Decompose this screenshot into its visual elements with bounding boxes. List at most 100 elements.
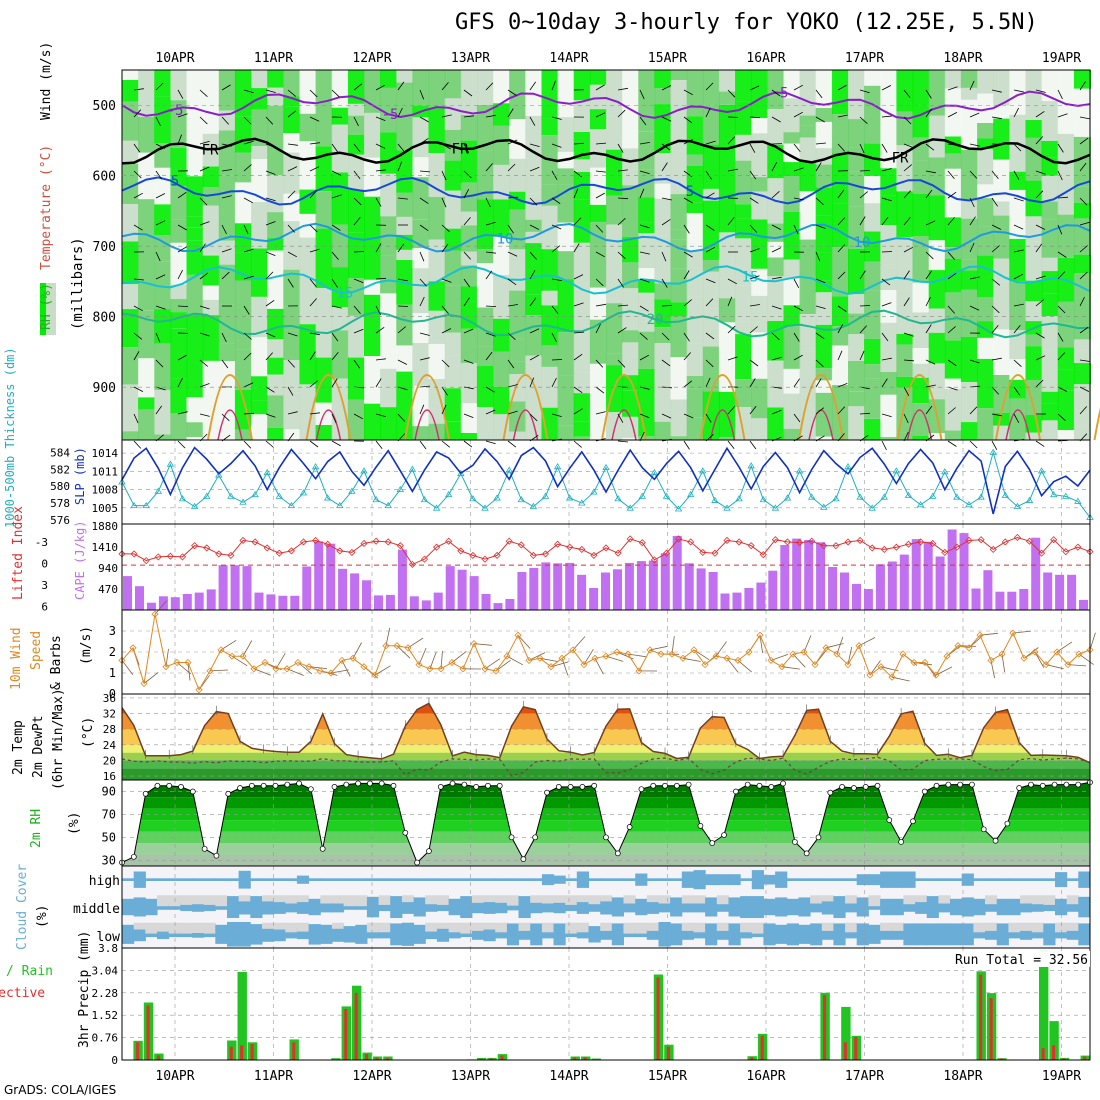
li-point	[650, 556, 658, 564]
cloud-bar-middle	[145, 898, 158, 916]
li-point	[348, 548, 356, 556]
rh-cell	[493, 164, 511, 200]
wind-barb	[133, 413, 139, 424]
cape-bar	[206, 589, 216, 610]
cloud-bar-high	[903, 871, 916, 888]
wind-barb	[705, 298, 714, 307]
cloud-bar-low	[611, 923, 624, 946]
wind-barb	[859, 170, 871, 172]
rh-cell	[783, 428, 801, 440]
rh-cell	[815, 122, 833, 149]
cape-bar	[636, 561, 646, 610]
wind-barb	[243, 352, 252, 361]
wind-barb	[309, 351, 316, 361]
cloud-gap	[262, 895, 275, 902]
precip-conv-bar	[229, 1046, 233, 1060]
wind-barb-10m	[572, 636, 586, 651]
rh-cell	[670, 80, 688, 129]
rh-point	[166, 782, 173, 789]
wind-barb	[1079, 359, 1090, 362]
precip-conv-bar	[156, 1055, 160, 1060]
cloud-bar-low	[658, 922, 671, 947]
cloud-bar-middle	[600, 899, 613, 915]
cloud-gap	[1055, 922, 1068, 933]
rh-cell	[476, 150, 494, 200]
wind-barb	[507, 89, 517, 96]
rh-cell	[154, 204, 172, 235]
rh-cell	[799, 280, 817, 315]
rh-point	[496, 782, 503, 789]
wind-speed-point	[195, 686, 203, 694]
cloud-gap	[553, 895, 566, 903]
cloud-bar-high	[1078, 871, 1091, 888]
cloud-bar-middle	[215, 904, 228, 910]
wind-barb	[529, 224, 540, 230]
li-point	[662, 549, 671, 557]
thickness-point	[215, 471, 223, 478]
wind-barb	[463, 143, 470, 153]
rh-point	[1039, 782, 1046, 789]
rh-cell	[815, 368, 833, 381]
wind-speed-point	[1042, 661, 1050, 669]
rh-cell	[1057, 214, 1075, 258]
cloud-gap	[530, 895, 543, 903]
rh-cell	[315, 425, 333, 436]
cloud-gap	[868, 895, 881, 907]
wind-barb	[749, 85, 760, 91]
cloud-bar-low	[541, 930, 555, 939]
cloud-bar-high	[413, 878, 426, 881]
wind-barb	[661, 85, 672, 91]
rh-cell	[1073, 363, 1091, 385]
day-label-top: 16APR	[746, 51, 785, 66]
wind-barb	[199, 359, 208, 367]
wind-barb	[595, 84, 605, 91]
wind-barb	[441, 114, 452, 118]
rh-cell	[154, 235, 172, 262]
rh-point	[862, 784, 869, 790]
wind-barb	[529, 81, 537, 91]
cloud-gap	[658, 895, 671, 904]
cloud-bar-middle	[1066, 902, 1079, 912]
wind-barb	[243, 248, 254, 253]
isotherm-label: FR	[452, 142, 469, 158]
rh-cell	[122, 101, 140, 141]
rh-cell	[138, 267, 156, 284]
cloud-bar-low	[903, 923, 916, 946]
rh-cell	[122, 384, 140, 432]
cloud-bar-high	[926, 878, 939, 881]
rh-cell	[347, 232, 365, 279]
cape-tick: 940	[98, 562, 118, 575]
wind-barb	[771, 305, 782, 310]
rh-point	[768, 784, 775, 790]
rh-cell	[138, 283, 156, 311]
wind-barb	[903, 190, 911, 199]
rh-cell	[202, 360, 220, 407]
rh-cell	[267, 125, 285, 176]
cloud-bar-low	[530, 923, 543, 946]
wind-barb	[1013, 273, 1023, 280]
cloud-bar-high	[623, 878, 636, 881]
wind-barb	[1035, 275, 1046, 280]
wind-barb	[639, 188, 645, 199]
isotherm-label: 10	[497, 231, 514, 247]
temp-band	[122, 752, 1090, 761]
rh-cell	[815, 70, 833, 108]
rh-point	[614, 850, 621, 857]
rh-cell	[848, 171, 866, 183]
rh-cell	[864, 143, 882, 176]
wind-barb	[859, 116, 868, 124]
wind-barb	[749, 275, 760, 280]
rh-cell	[864, 111, 882, 144]
wind-barb	[969, 305, 980, 311]
cloud-bar-high	[518, 878, 531, 881]
rh-cell	[283, 429, 301, 440]
wind-barb	[947, 326, 956, 334]
wind-barb	[309, 380, 318, 388]
rh-cell	[864, 290, 882, 339]
rh-cell	[573, 289, 591, 335]
rh-cell	[702, 308, 720, 335]
wind-speed-point	[745, 648, 753, 656]
cloud-gap	[646, 895, 659, 903]
rh-cell	[364, 112, 382, 158]
rh-cell	[799, 70, 817, 116]
